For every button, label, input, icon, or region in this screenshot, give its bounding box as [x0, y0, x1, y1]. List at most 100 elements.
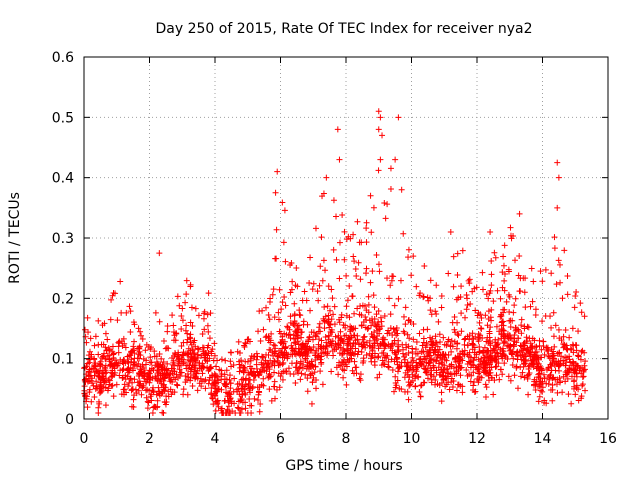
- data-point: [474, 375, 481, 382]
- data-point: [81, 377, 88, 384]
- data-point: [413, 338, 420, 345]
- data-point: [455, 332, 462, 339]
- data-point: [539, 318, 546, 325]
- data-point: [281, 294, 288, 301]
- data-point: [317, 356, 324, 363]
- data-point: [512, 295, 519, 302]
- data-point: [564, 346, 571, 353]
- data-point: [256, 388, 263, 395]
- data-point: [343, 236, 350, 243]
- data-point: [360, 339, 367, 346]
- data-point: [146, 379, 153, 386]
- data-point: [279, 354, 286, 361]
- data-point: [389, 366, 396, 373]
- data-point: [343, 272, 350, 279]
- data-point: [529, 298, 536, 305]
- data-point: [554, 204, 561, 211]
- data-point: [328, 286, 335, 293]
- data-point: [566, 334, 573, 341]
- data-point: [517, 373, 524, 380]
- data-point: [269, 291, 276, 298]
- data-point: [328, 326, 335, 333]
- data-point: [314, 288, 321, 295]
- data-point: [475, 379, 482, 386]
- data-point: [374, 374, 381, 381]
- data-point: [556, 261, 563, 268]
- data-point: [261, 367, 268, 374]
- data-point: [185, 365, 192, 372]
- data-point: [463, 306, 470, 313]
- data-point: [532, 306, 539, 313]
- data-point: [178, 313, 185, 320]
- data-point: [543, 346, 550, 353]
- data-point: [239, 391, 246, 398]
- data-point: [463, 366, 470, 373]
- data-point: [554, 159, 561, 166]
- data-point: [473, 351, 480, 358]
- y-tick-label: 0.6: [52, 50, 74, 66]
- data-point: [242, 339, 249, 346]
- data-point: [573, 347, 580, 354]
- data-point: [508, 349, 515, 356]
- data-point: [483, 369, 490, 376]
- data-point: [91, 355, 98, 362]
- data-point: [357, 377, 364, 384]
- data-point: [346, 314, 353, 321]
- data-point: [462, 335, 469, 342]
- data-point: [354, 218, 361, 225]
- data-point: [363, 265, 370, 272]
- data-point: [438, 389, 445, 396]
- data-point: [104, 387, 111, 394]
- data-point: [475, 309, 482, 316]
- data-point: [507, 377, 514, 384]
- data-point: [180, 391, 187, 398]
- data-point: [329, 347, 336, 354]
- data-point: [426, 352, 433, 359]
- data-point: [169, 312, 176, 319]
- data-point: [187, 358, 194, 365]
- data-point: [575, 328, 582, 335]
- data-point: [581, 362, 588, 369]
- data-point: [579, 382, 586, 389]
- data-point: [257, 401, 264, 408]
- data-point: [430, 339, 437, 346]
- data-point: [275, 370, 282, 377]
- data-point: [268, 330, 275, 337]
- data-point: [405, 379, 412, 386]
- data-point: [329, 337, 336, 344]
- data-point: [410, 253, 417, 260]
- data-point: [320, 257, 327, 264]
- data-point: [500, 351, 507, 358]
- data-point: [213, 389, 220, 396]
- data-point: [339, 211, 346, 218]
- data-point: [491, 249, 498, 256]
- data-point: [137, 366, 144, 373]
- data-point: [481, 354, 488, 361]
- data-point: [335, 371, 342, 378]
- data-point: [406, 382, 413, 389]
- data-point: [272, 189, 279, 196]
- data-point: [128, 387, 135, 394]
- data-point: [365, 293, 372, 300]
- data-point: [291, 339, 298, 346]
- data-point: [561, 247, 568, 254]
- data-point: [204, 311, 211, 318]
- data-point: [348, 355, 355, 362]
- data-point: [255, 328, 262, 335]
- data-point: [482, 381, 489, 388]
- data-point: [350, 253, 357, 260]
- x-tick-label: 14: [534, 431, 552, 447]
- data-point: [223, 376, 230, 383]
- data-point: [222, 357, 229, 364]
- data-point: [437, 366, 444, 373]
- data-point: [446, 386, 453, 393]
- data-point: [208, 384, 215, 391]
- data-point: [538, 367, 545, 374]
- data-point: [562, 378, 569, 385]
- data-point: [519, 369, 526, 376]
- data-point: [577, 356, 584, 363]
- data-point: [101, 379, 108, 386]
- data-point: [536, 370, 543, 377]
- data-point: [341, 361, 348, 368]
- data-point: [454, 250, 461, 257]
